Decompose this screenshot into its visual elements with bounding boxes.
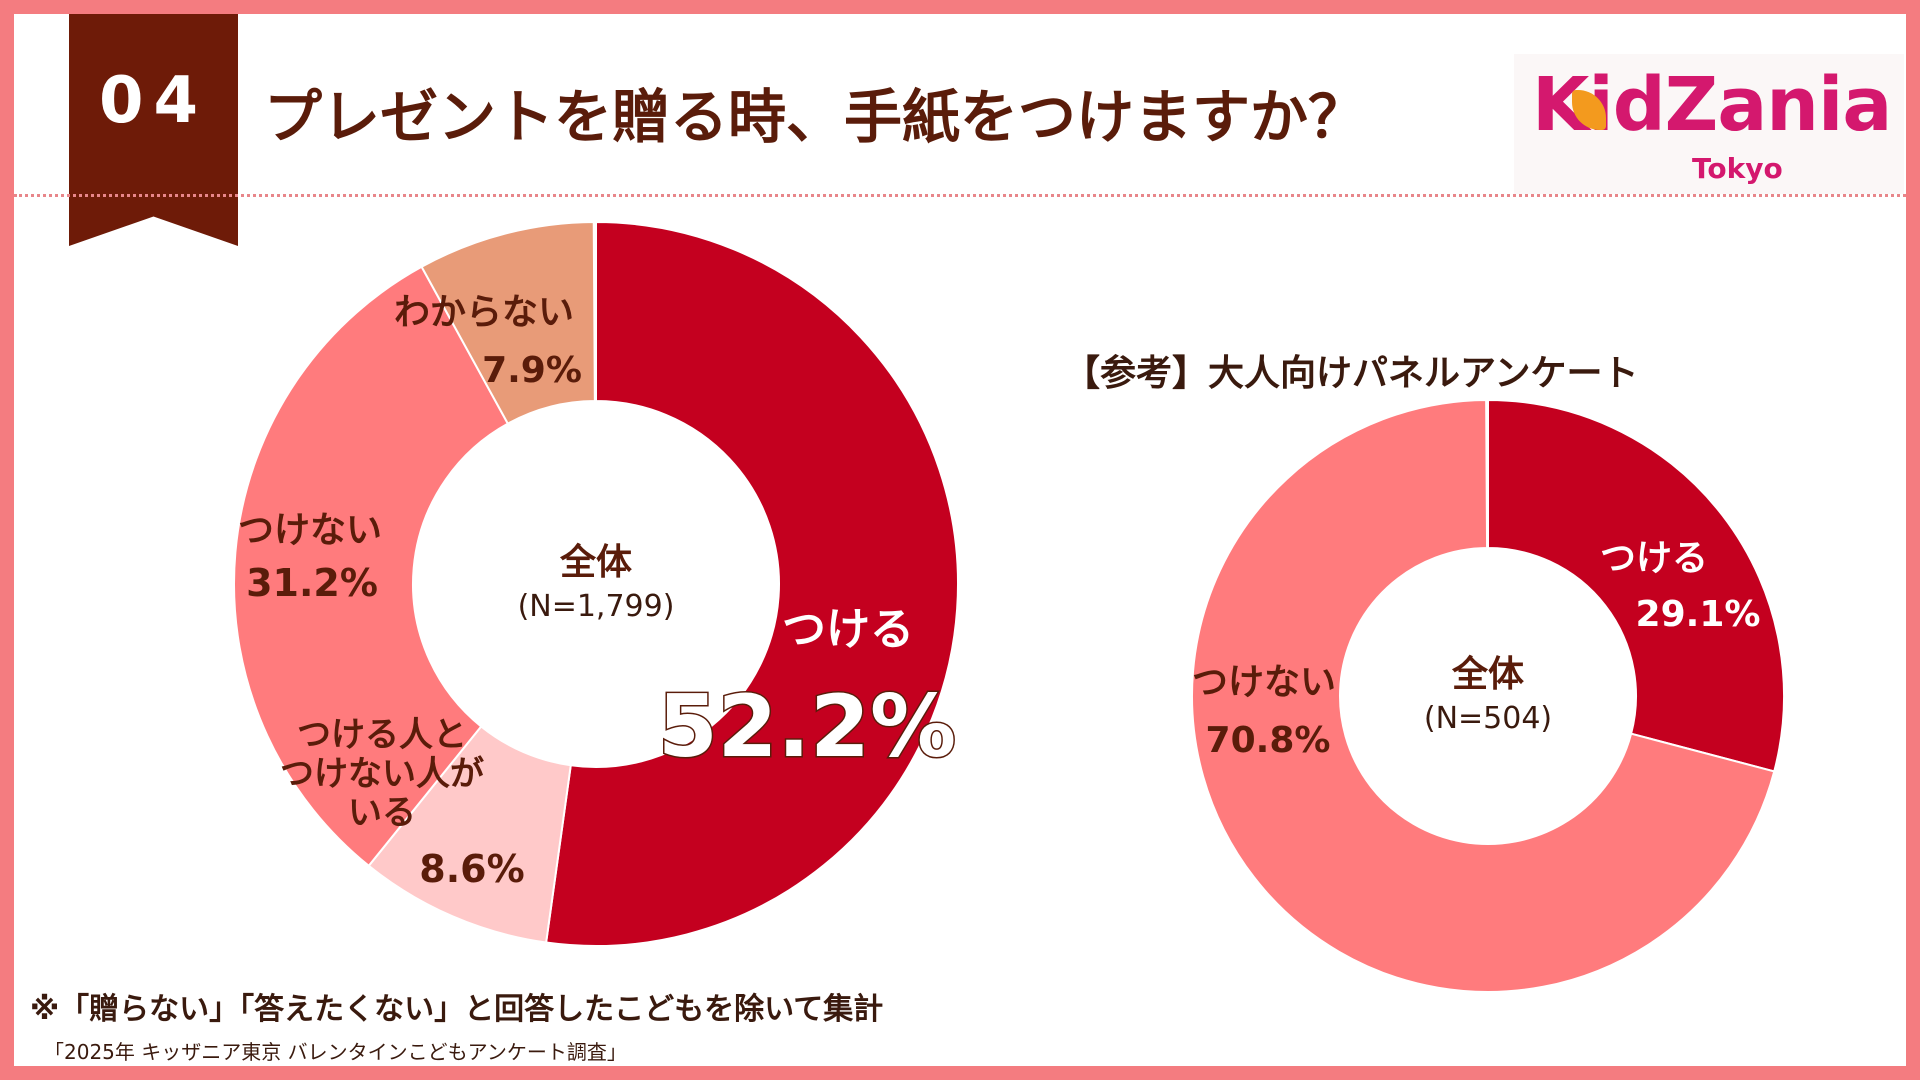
source-note: 「2025年 キッザニア東京 バレンタインこどもアンケート調査」 — [44, 1040, 627, 1064]
logo-brand-rest: idZania — [1588, 62, 1892, 148]
ref-slice-label-tsukenai: つけない — [1192, 662, 1336, 703]
slice-label-tsukeru: つける — [782, 604, 914, 655]
donut-center-title: 全体 — [559, 541, 632, 583]
section-badge: 04 — [69, 14, 238, 246]
slice-value-both: 8.6% — [419, 847, 524, 891]
logo-subtitle: Tokyo — [1692, 152, 1783, 185]
page-title: プレゼントを贈る時、手紙をつけますか？ — [264, 83, 1367, 151]
donut-center-n: (N=504) — [1424, 701, 1552, 736]
donut-charts: 全体 (N=1,799) つける 52.2% つける人とつけない人がいる 8.6% つけない… — [233, 220, 1785, 993]
donut-slice — [1487, 398, 1785, 773]
reference-chart-heading: 【参考】大人向けパネルアンケート — [1064, 353, 1639, 394]
footnote: ※「贈らない」「答えたくない」と回答したこどもを除いて集計 — [30, 992, 884, 1027]
donut-center-n: (N=1,799) — [518, 589, 675, 624]
ref-slice-label-tsukeru: つける — [1600, 538, 1708, 579]
slice-value-unknown: 7.9% — [482, 350, 582, 391]
donut-center-title: 全体 — [1451, 653, 1524, 695]
donut-slice — [544, 220, 959, 947]
ref-slice-value-tsukenai: 70.8% — [1206, 720, 1331, 761]
slice-label-unknown: わからない — [394, 292, 574, 333]
ref-slice-value-tsukeru: 29.1% — [1636, 594, 1761, 635]
slice-label-tsukenai: つけない — [238, 510, 382, 551]
slice-value-tsukenai: 31.2% — [246, 561, 378, 605]
slice-value-tsukeru: 52.2% — [658, 677, 956, 777]
donut-slice — [420, 221, 596, 425]
donut-slice — [233, 265, 510, 868]
donut-slice — [1191, 398, 1776, 993]
slice-label-both: つける人とつけない人がいる — [280, 715, 484, 833]
dotted-divider — [14, 194, 1906, 197]
section-number: 04 — [98, 64, 209, 138]
